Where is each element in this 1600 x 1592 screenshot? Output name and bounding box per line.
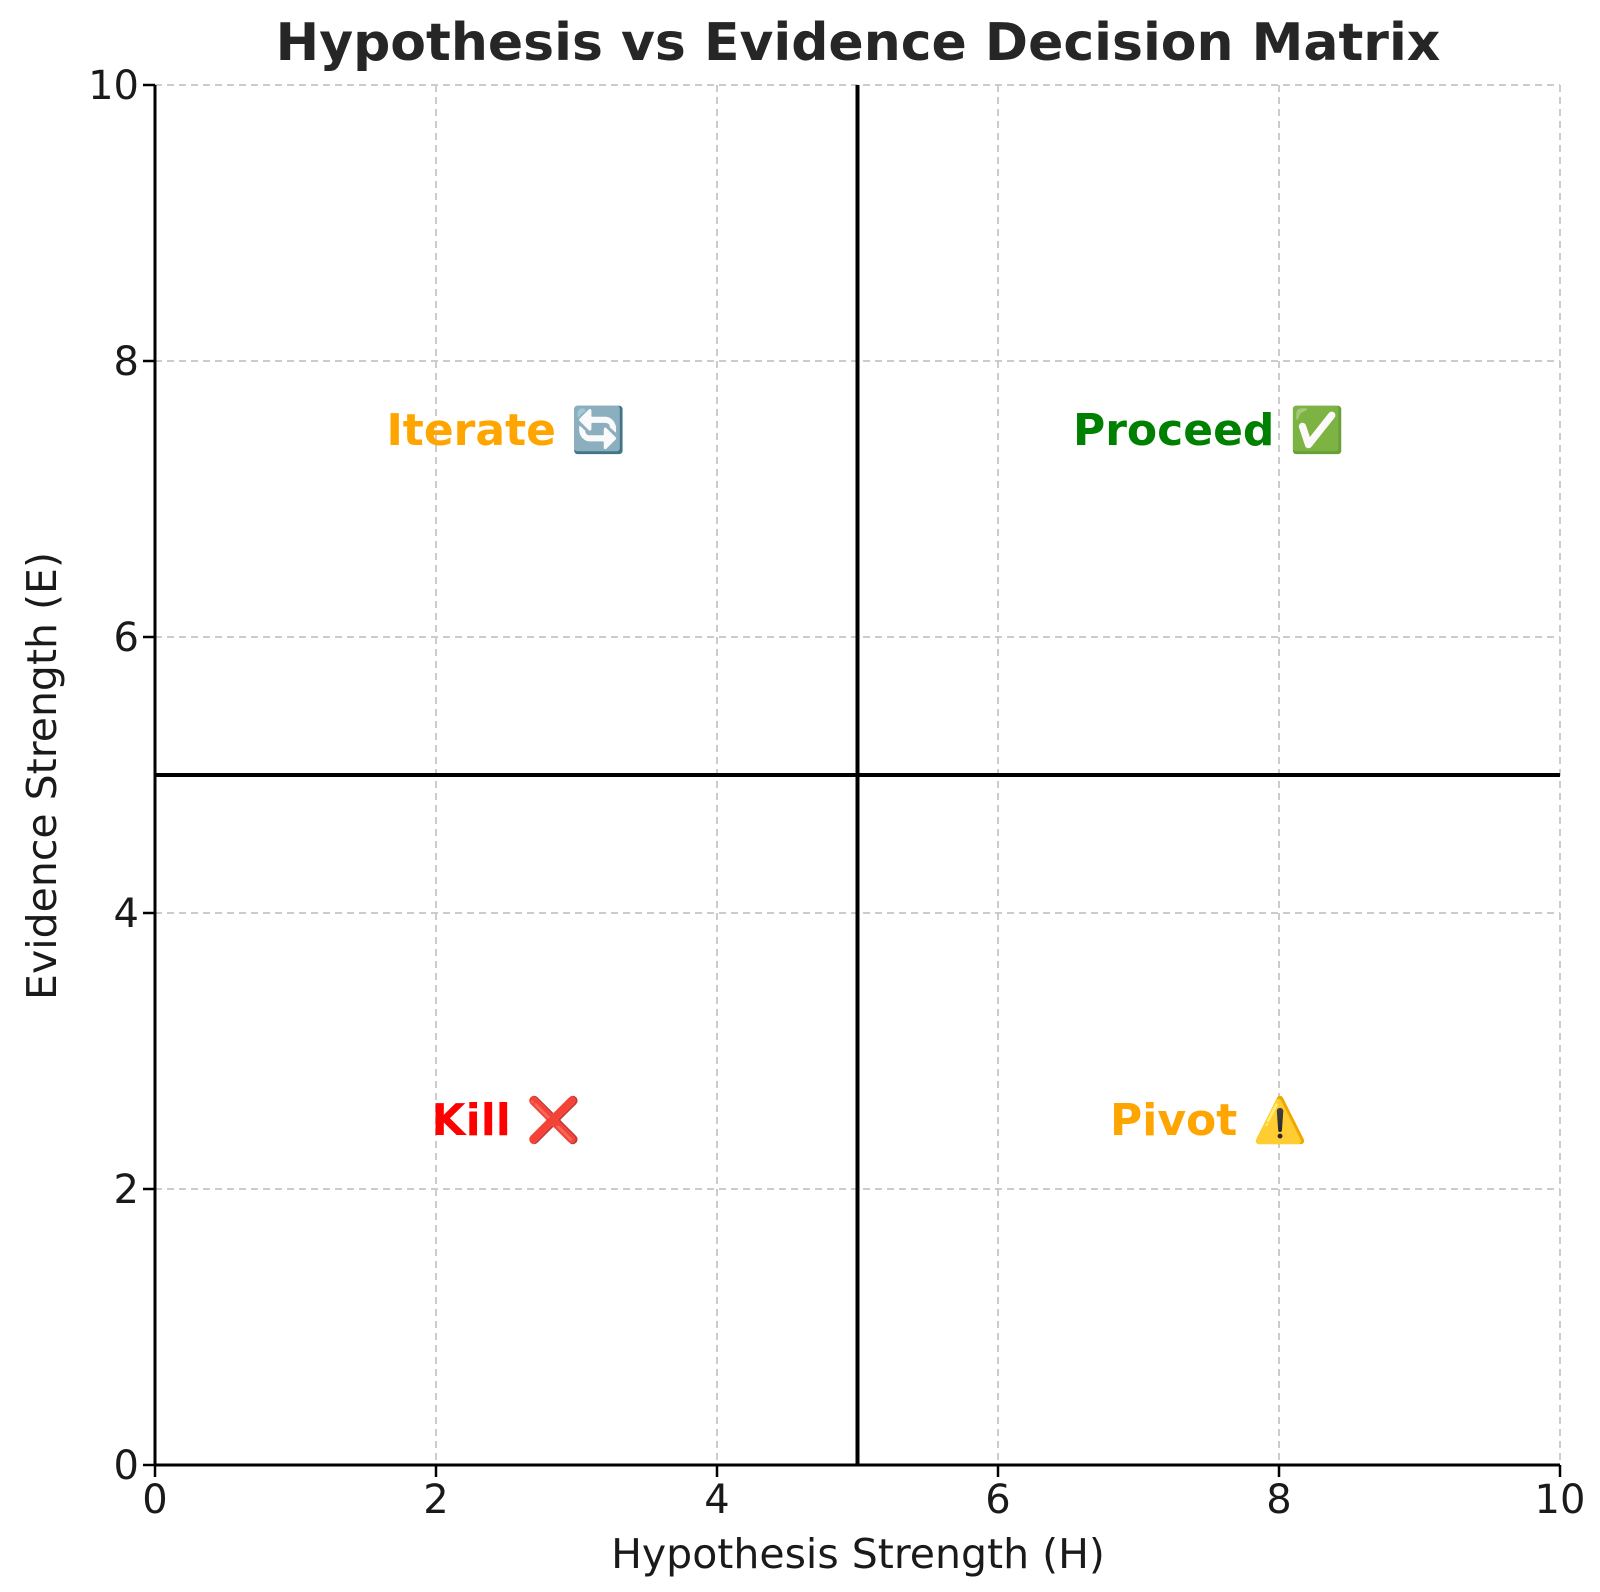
x-tick-label: 6 bbox=[985, 1477, 1010, 1523]
x-tick-label: 10 bbox=[1535, 1477, 1586, 1523]
y-tick-label: 10 bbox=[88, 63, 139, 109]
y-tick-label: 0 bbox=[114, 1443, 139, 1489]
quadrant-label: Pivot ⚠️ bbox=[1110, 1095, 1307, 1146]
quadrant-label: Proceed ✅ bbox=[1073, 405, 1345, 456]
x-axis-label: Hypothesis Strength (H) bbox=[611, 1530, 1105, 1578]
threshold-lines bbox=[155, 85, 1560, 1465]
y-tick-label: 4 bbox=[114, 891, 139, 937]
x-tick-label: 4 bbox=[704, 1477, 729, 1523]
x-tick-label: 2 bbox=[423, 1477, 448, 1523]
quadrant-labels: Iterate 🔄 Proceed ✅ Kill ❌ Pivot ⚠️ bbox=[386, 405, 1344, 1146]
y-axis-ticks: 0 2 4 6 8 10 bbox=[88, 63, 155, 1489]
y-axis-label: Evidence Strength (E) bbox=[18, 552, 66, 1000]
y-tick-label: 6 bbox=[114, 615, 139, 661]
chart-title: Hypothesis vs Evidence Decision Matrix bbox=[276, 13, 1441, 73]
x-axis-ticks: 0 2 4 6 8 10 bbox=[142, 1465, 1585, 1523]
y-tick-label: 2 bbox=[114, 1167, 139, 1213]
quadrant-label: Iterate 🔄 bbox=[386, 405, 626, 456]
x-tick-label: 0 bbox=[142, 1477, 167, 1523]
axes bbox=[153, 85, 1560, 1467]
x-tick-label: 8 bbox=[1266, 1477, 1291, 1523]
quadrant-label: Kill ❌ bbox=[432, 1095, 581, 1146]
y-tick-label: 8 bbox=[114, 339, 139, 385]
